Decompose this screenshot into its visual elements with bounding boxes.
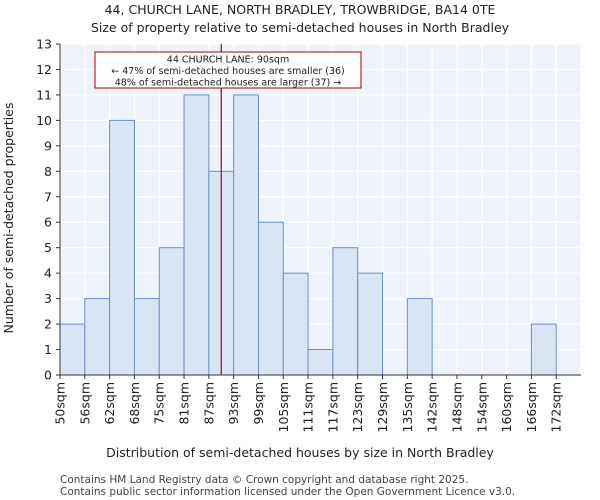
- bar: [59, 323, 86, 376]
- annotation-line: ← 47% of semi-detached houses are smalle…: [111, 66, 345, 77]
- x-tick-label: 81sqm: [177, 382, 192, 425]
- chart-subtitle: Size of property relative to semi-detach…: [91, 20, 510, 35]
- x-tick-label: 56sqm: [77, 382, 92, 425]
- footer-line-1: Contains HM Land Registry data © Crown c…: [60, 474, 468, 486]
- x-tick-label: 93sqm: [226, 382, 241, 425]
- annotation-line: 44 CHURCH LANE: 90sqm: [167, 55, 289, 66]
- y-tick-label: 8: [44, 164, 52, 179]
- footer-line-2: Contains public sector information licen…: [60, 486, 515, 498]
- annotation-line: 48% of semi-detached houses are larger (…: [115, 78, 342, 89]
- x-tick-label: 166sqm: [524, 382, 539, 432]
- x-tick-label: 87sqm: [201, 382, 216, 425]
- y-tick-label: 4: [44, 266, 52, 281]
- y-tick-label: 10: [36, 113, 52, 128]
- y-tick-label: 13: [36, 37, 52, 52]
- x-tick-label: 117sqm: [325, 382, 340, 432]
- bar: [282, 272, 309, 376]
- bar: [109, 119, 135, 376]
- bar: [332, 247, 359, 376]
- y-tick-label: 0: [44, 368, 52, 383]
- x-ticks: 50sqm 56sqm 62sqm 68sqm 75sqm 81sqm 87sqm 93sqm…: [53, 374, 581, 432]
- chart-title: 44, CHURCH LANE, NORTH BRADLEY, TROWBRID…: [105, 2, 496, 17]
- bar: [158, 247, 185, 376]
- x-tick-label: 75sqm: [152, 382, 167, 425]
- y-tick-label: 2: [44, 317, 52, 332]
- x-tick-label: 142sqm: [425, 382, 440, 432]
- bar: [257, 221, 284, 376]
- bar: [530, 323, 557, 376]
- y-tick-label: 7: [44, 189, 52, 204]
- y-axis-label: Number of semi-detached properties: [1, 103, 16, 334]
- bar: [406, 298, 433, 376]
- bar: [84, 298, 111, 376]
- x-tick-label: 111sqm: [301, 382, 316, 432]
- x-axis-label: Distribution of semi-detached houses by …: [106, 445, 494, 460]
- y-tick-label: 9: [44, 138, 52, 153]
- x-tick-label: 129sqm: [375, 382, 390, 432]
- bar: [307, 349, 334, 376]
- x-tick-label: 160sqm: [499, 382, 514, 432]
- y-tick-label: 11: [36, 87, 52, 102]
- x-tick-label: 50sqm: [53, 382, 68, 425]
- x-tick-label: 172sqm: [549, 382, 564, 432]
- bar: [357, 272, 384, 376]
- x-tick-label: 105sqm: [276, 382, 291, 432]
- bar: [133, 298, 160, 376]
- x-tick-label: 148sqm: [449, 382, 464, 432]
- bars: [59, 94, 557, 376]
- y-tick-label: 12: [36, 62, 52, 77]
- x-tick-label: 62sqm: [102, 382, 117, 425]
- x-tick-label: 99sqm: [251, 382, 266, 425]
- x-tick-label: 135sqm: [400, 382, 415, 432]
- bar: [183, 94, 210, 376]
- y-tick-label: 1: [44, 342, 52, 357]
- y-tick-label: 5: [44, 240, 52, 255]
- x-tick-label: 123sqm: [350, 382, 365, 432]
- x-tick-label: 154sqm: [474, 382, 489, 432]
- x-tick-label: 68sqm: [127, 382, 142, 425]
- y-tick-label: 6: [44, 215, 52, 230]
- marker-group: 44 CHURCH LANE: 90sqm← 47% of semi-detac…: [94, 44, 362, 375]
- y-tick-label: 3: [44, 291, 52, 306]
- bar: [233, 94, 259, 376]
- annotation-box: [94, 51, 362, 89]
